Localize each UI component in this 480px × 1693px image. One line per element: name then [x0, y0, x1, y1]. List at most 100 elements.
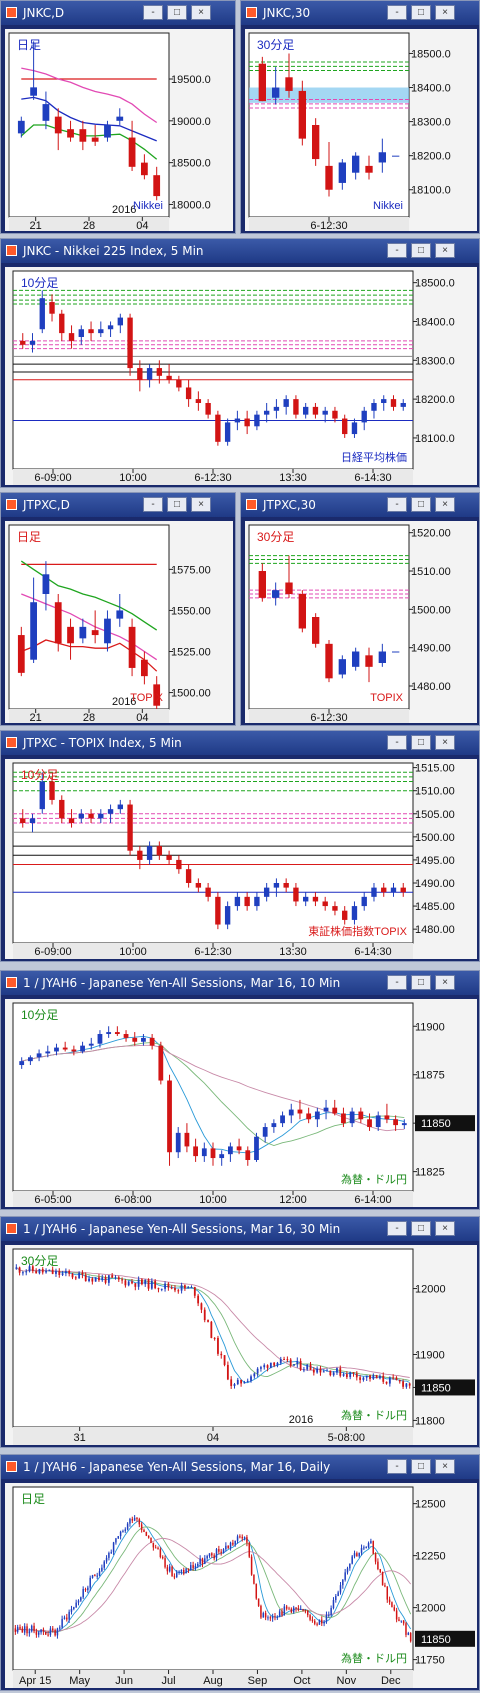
- window-titlebar[interactable]: JNKC,D - □ ×: [1, 1, 235, 25]
- window-titlebar[interactable]: JNKC - Nikkei 225 Index, 5 Min - □ ×: [1, 239, 479, 263]
- restore-button[interactable]: □: [411, 497, 431, 512]
- chart-window[interactable]: JNKC,30 - □ × 18500.0 18400.0 18300.0 18200…: [240, 0, 480, 234]
- candle-body: [273, 883, 280, 888]
- candle-body: [141, 659, 148, 677]
- candle-body: [41, 1268, 44, 1273]
- app-icon: [6, 737, 17, 748]
- minimize-button[interactable]: -: [387, 497, 407, 512]
- candle-body: [49, 1628, 52, 1635]
- candle-body: [224, 422, 231, 442]
- minimize-button[interactable]: -: [387, 735, 407, 750]
- chart-window[interactable]: JNKC - Nikkei 225 Index, 5 Min - □ × 185…: [0, 238, 480, 488]
- price-chart[interactable]: 18500.0 18400.0 18300.0 18200.0 18100.0 6-09:…: [5, 267, 477, 485]
- window-titlebar[interactable]: 1 / JYAH6 - Japanese Yen-All Sessions, M…: [1, 1217, 479, 1241]
- candle-body: [382, 1375, 385, 1382]
- close-button[interactable]: ×: [191, 497, 211, 512]
- minimize-button[interactable]: -: [387, 1459, 407, 1474]
- window-titlebar[interactable]: JTPXC,30 - □ ×: [241, 493, 479, 517]
- price-chart[interactable]: 1520.00 1510.00 1500.00 1490.00 1480.00 6-12:…: [245, 521, 477, 724]
- candle-body: [401, 1123, 407, 1126]
- candle-body: [176, 379, 182, 388]
- restore-button[interactable]: □: [411, 975, 431, 990]
- chart-frame: 12500 12250 12000 11750 11850 Apr 15 May Jun Jul…: [5, 1483, 477, 1688]
- candle-body: [325, 643, 333, 679]
- candle-body: [154, 1547, 157, 1549]
- candle-body: [59, 1627, 61, 1629]
- candle-body: [391, 1602, 393, 1608]
- moving-average-line: [21, 67, 158, 124]
- chart-window[interactable]: JNKC,D - □ × 19500.0 19000.0 18500.0 18000.…: [0, 0, 236, 234]
- chart-window[interactable]: 1 / JYAH6 - Japanese Yen-All Sessions, M…: [0, 1454, 480, 1691]
- candle-body: [349, 1372, 352, 1378]
- candle-body: [197, 1563, 199, 1566]
- chart-window[interactable]: JTPXC,30 - □ × 1520.00 1510.00 1500.00 1490…: [240, 492, 480, 726]
- x-tick-label: 21: [30, 220, 42, 231]
- minimize-button[interactable]: -: [387, 1221, 407, 1236]
- minimize-button[interactable]: -: [387, 975, 407, 990]
- chart-window[interactable]: 1 / JYAH6 - Japanese Yen-All Sessions, M…: [0, 1216, 480, 1448]
- candle-body: [338, 162, 346, 183]
- x-axis-strip: [13, 1427, 413, 1445]
- candle-body: [127, 1281, 130, 1286]
- close-button[interactable]: ×: [435, 1459, 455, 1474]
- close-button[interactable]: ×: [435, 1221, 455, 1236]
- restore-button[interactable]: □: [411, 243, 431, 258]
- window-titlebar[interactable]: JNKC,30 - □ ×: [241, 1, 479, 25]
- price-chart[interactable]: 1515.00 1510.00 1505.00 1500.00 1495.00 1490.…: [5, 759, 477, 959]
- candle-body: [153, 175, 161, 197]
- chart-window[interactable]: JTPXC,D - □ × 1575.00 1550.00 1525.00 1500.…: [0, 492, 236, 726]
- restore-button[interactable]: □: [411, 1221, 431, 1236]
- candle-body: [45, 1270, 47, 1273]
- candle-body: [351, 422, 358, 435]
- price-chart[interactable]: 120001190011850118001185031045-08:002016…: [5, 1245, 477, 1445]
- window-titlebar[interactable]: JTPXC - TOPIX Index, 5 Min - □ ×: [1, 731, 479, 755]
- price-chart[interactable]: 18500.0 18400.0 18300.0 18200.0 18100.0 6-12:…: [245, 29, 477, 232]
- close-button[interactable]: ×: [191, 5, 211, 20]
- candle-body: [121, 1279, 123, 1281]
- candle-body: [194, 1565, 197, 1569]
- minimize-button[interactable]: -: [143, 497, 163, 512]
- candle-body: [88, 329, 94, 334]
- minimize-button[interactable]: -: [143, 5, 163, 20]
- close-button[interactable]: ×: [435, 975, 455, 990]
- chart-window[interactable]: JTPXC - TOPIX Index, 5 Min - □ × 1515.00…: [0, 730, 480, 962]
- candle-body: [126, 1523, 129, 1530]
- candle-body: [26, 1626, 28, 1634]
- candle-body: [222, 1549, 225, 1554]
- chart-window[interactable]: 1 / JYAH6 - Japanese Yen-All Sessions, M…: [0, 970, 480, 1210]
- period-label: 10分足: [21, 768, 58, 782]
- y-tick-label: 1510.00: [415, 786, 455, 798]
- y-tick-label: 18400.0: [415, 316, 455, 328]
- restore-button[interactable]: □: [411, 735, 431, 750]
- window-titlebar[interactable]: JTPXC,D - □ ×: [1, 493, 235, 517]
- candle-body: [279, 1359, 282, 1363]
- candle-body: [36, 1053, 42, 1058]
- close-button[interactable]: ×: [435, 5, 455, 20]
- window-titlebar[interactable]: 1 / JYAH6 - Japanese Yen-All Sessions, M…: [1, 1455, 479, 1479]
- minimize-button[interactable]: -: [387, 243, 407, 258]
- close-button[interactable]: ×: [435, 243, 455, 258]
- candle-body: [105, 1557, 108, 1562]
- candle-body: [78, 813, 84, 819]
- minimize-button[interactable]: -: [387, 5, 407, 20]
- candle-body: [258, 571, 266, 598]
- restore-button[interactable]: □: [411, 1459, 431, 1474]
- price-chart[interactable]: 11900118751185011825118506-05:006-08:001…: [5, 999, 477, 1207]
- price-chart[interactable]: 12500 12250 12000 11750 11850 Apr 15 May Jun Jul…: [5, 1483, 477, 1688]
- candle-body: [371, 887, 377, 897]
- candle-body: [381, 887, 387, 893]
- candle-body: [107, 809, 114, 814]
- candle-body: [367, 1543, 370, 1548]
- candle-body: [377, 1561, 379, 1570]
- close-button[interactable]: ×: [435, 497, 455, 512]
- candle-body: [297, 1608, 300, 1610]
- candle-body: [326, 1370, 328, 1372]
- window-titlebar[interactable]: 1 / JYAH6 - Japanese Yen-All Sessions, M…: [1, 971, 479, 995]
- restore-button[interactable]: □: [167, 5, 187, 20]
- restore-button[interactable]: □: [167, 497, 187, 512]
- candle-body: [351, 1556, 353, 1564]
- close-button[interactable]: ×: [435, 735, 455, 750]
- restore-button[interactable]: □: [411, 5, 431, 20]
